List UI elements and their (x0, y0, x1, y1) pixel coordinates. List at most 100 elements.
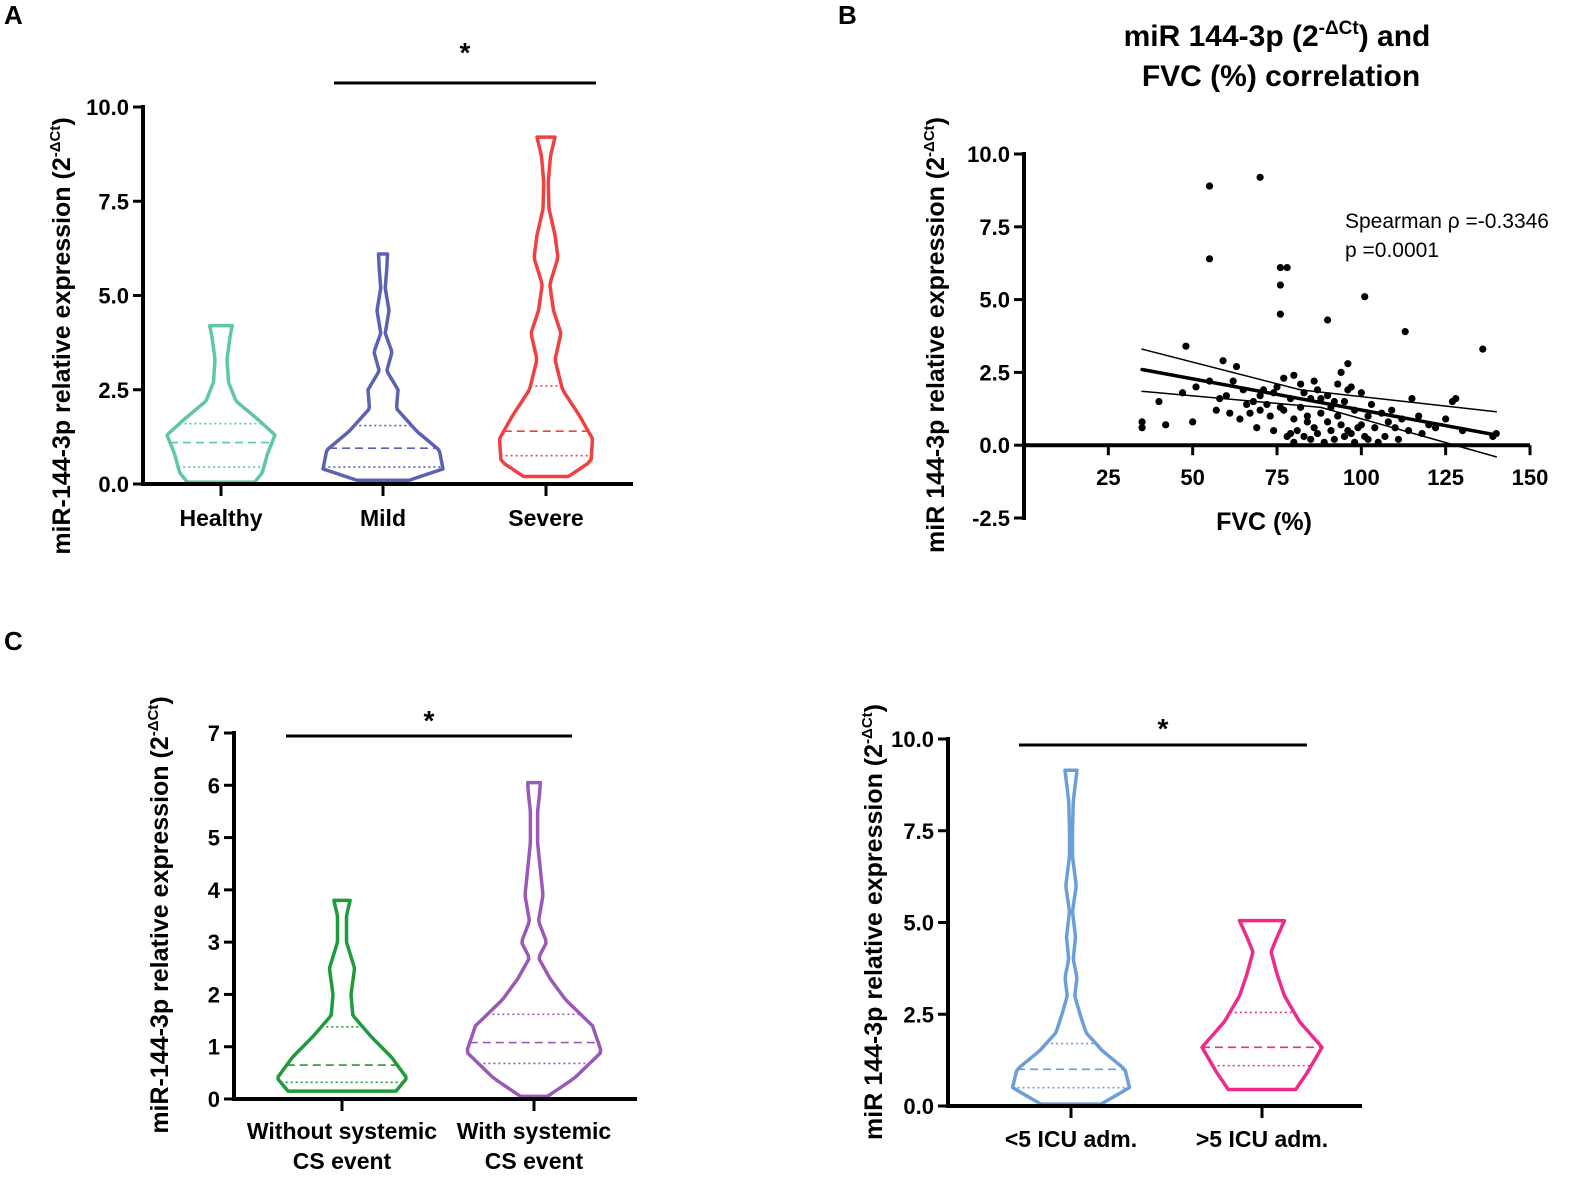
panel-b-scatter-chart: miR 144-3p (2-ΔCt) and FVC (%) correlati… (921, 18, 1549, 553)
panel-c2-y-tick-label: 5.0 (903, 911, 934, 936)
panel-b-x-ticks: 25 50 75 100 125 150 (1096, 445, 1548, 490)
panel-a-violin-1 (321, 252, 445, 482)
panel-c1-y-tick-label: 7 (208, 721, 220, 746)
panel-b-data-point (1310, 424, 1318, 432)
panel-b-ylabel-end: ) (922, 117, 950, 125)
panel-b-ylabel-sup: -ΔCt (921, 125, 938, 157)
panel-c2-category-label: <5 ICU adm. (1005, 1126, 1137, 1152)
panel-b-data-point (1347, 383, 1355, 391)
panel-b-data-point (1290, 371, 1298, 379)
panel-c2-y-tick-label: 2.5 (903, 1002, 934, 1027)
panel-b-data-point (1307, 435, 1315, 443)
panel-b-data-point (1394, 435, 1403, 443)
panel-a-violin-chart: miR-144-3p relative expression (2-ΔCt) 0… (47, 37, 633, 555)
panel-c2-violins (1010, 768, 1324, 1106)
panel-a-axes (141, 105, 633, 496)
panel-letter-a: A (4, 0, 23, 30)
panel-b-x-tick-label: 50 (1180, 465, 1204, 490)
panel-c1-ylabel-text: miR-144-3p relative expression (2 (146, 736, 174, 1133)
panel-c1-y-tick-label: 5 (208, 826, 220, 851)
panel-a-significance: * (334, 37, 596, 85)
panel-b-data-point (1276, 281, 1284, 289)
panel-b-data-point (1256, 392, 1264, 400)
panel-b-data-point (1286, 429, 1295, 438)
panel-a-violin-2 (498, 135, 594, 479)
panel-a-category-label: Healthy (179, 505, 262, 531)
panel-b-x-tick-label: 125 (1427, 465, 1464, 490)
panel-b-data-point (1283, 263, 1291, 272)
panel-c1-significance-star: * (424, 705, 435, 736)
panel-b-data-point (1381, 432, 1389, 441)
panel-b-data-point (1313, 429, 1322, 438)
panel-b-data-point (1182, 342, 1190, 350)
panel-c1-y-axis-label: miR-144-3p relative expression (2-ΔCt) (145, 696, 174, 1133)
panel-letter-c: C (4, 626, 23, 656)
panel-b-data-point (1401, 328, 1409, 336)
panel-b-data-point (1162, 421, 1170, 429)
panel-c1-ylabel-sup: -ΔCt (145, 705, 162, 737)
panel-b-data-point (1324, 418, 1332, 426)
panel-c1-violin-1 (465, 780, 603, 1099)
panel-letter-b: B (838, 0, 857, 30)
panel-c2-violin-chart: miR 144-3p relative expression (2-ΔCt) 0… (859, 704, 1362, 1152)
panel-b-ci-upper-line (1141, 348, 1498, 413)
panel-b-data-point (1290, 415, 1298, 423)
panel-b-data-point (1364, 435, 1372, 443)
panel-b-data-point (1384, 418, 1392, 426)
panel-c1-y-tick-label: 2 (208, 982, 220, 1007)
panel-b-data-point (1340, 432, 1349, 441)
panel-b-data-point (1293, 427, 1301, 435)
panel-c2-significance: * (1019, 713, 1307, 747)
panel-b-data-point (1243, 400, 1251, 409)
panel-b-regression (1140, 348, 1499, 458)
panel-b-data-point (1138, 418, 1146, 426)
panel-c2-axes (946, 737, 1362, 1118)
panel-b-y-tick-label: 10.0 (967, 142, 1010, 167)
panel-b-data-point (1367, 400, 1376, 409)
panel-b-title-line2: FVC (%) correlation (1142, 60, 1420, 93)
panel-c2-significance-star: * (1158, 713, 1169, 744)
panel-b-data-point (1303, 412, 1311, 420)
panel-b-data-point (1317, 409, 1325, 417)
panel-c2-category-label: >5 ICU adm. (1196, 1126, 1328, 1152)
svg-text:miR-144-3p relative expression: miR-144-3p relative expression (2-ΔCt) (47, 117, 76, 554)
panel-b-data-point (1361, 293, 1369, 301)
panel-b-data-point (1276, 263, 1284, 272)
panel-a-category-label: Severe (508, 505, 583, 531)
panel-b-ci-lower-line (1141, 390, 1498, 458)
panel-c1-categories: Without systemic CS event With systemic CS … (247, 1118, 612, 1174)
panel-b-data-point (1297, 380, 1305, 388)
panel-b-data-point (1479, 345, 1487, 353)
panel-c2-categories: <5 ICU adm. >5 ICU adm. (1005, 1126, 1328, 1152)
panel-c2-y-ticks: 0.0 2.5 5.0 7.5 10.0 (891, 727, 948, 1119)
panel-c1-y-tick-label: 6 (208, 773, 220, 798)
panel-c1-violins (276, 780, 603, 1099)
panel-b-x-axis-label: FVC (%) (1216, 508, 1312, 536)
panel-b-data-point (1310, 377, 1318, 385)
panel-b-y-ticks: -2.5 0.0 2.5 5.0 7.5 10.0 (967, 142, 1024, 531)
panel-a-y-tick-label: 10.0 (86, 95, 129, 120)
panel-b-data-point (1236, 415, 1244, 423)
panel-a-y-axis-label: miR-144-3p relative expression (2-ΔCt) (47, 117, 76, 554)
panel-c2-violin-0 (1010, 768, 1132, 1106)
panel-c1-axes (232, 731, 637, 1111)
panel-b-data-point (1371, 424, 1379, 432)
panel-b-x-tick-label: 25 (1096, 465, 1120, 490)
panel-a-y-tick-label: 2.5 (98, 378, 129, 403)
panel-b-data-point (1337, 421, 1345, 429)
panel-b-data-point (1452, 395, 1460, 403)
panel-a-category-label: Mild (360, 505, 406, 531)
panel-b-data-point (1324, 392, 1332, 400)
panel-c1-category-label-line2: CS event (293, 1148, 392, 1174)
panel-b-x-tick-label: 100 (1343, 465, 1380, 490)
panel-b-data-point (1354, 424, 1362, 432)
panel-a-ylabel-sup: -ΔCt (47, 126, 64, 158)
panel-b-data-point (1347, 429, 1355, 438)
panel-b-data-point (1364, 412, 1372, 420)
panel-b-data-point (1155, 397, 1163, 406)
panel-b-data-point (1415, 412, 1423, 420)
panel-b-data-point (1357, 389, 1365, 397)
panel-b-y-tick-label: 5.0 (979, 288, 1010, 313)
panel-b-data-point (1334, 412, 1342, 420)
panel-b-data-point (1256, 173, 1264, 181)
